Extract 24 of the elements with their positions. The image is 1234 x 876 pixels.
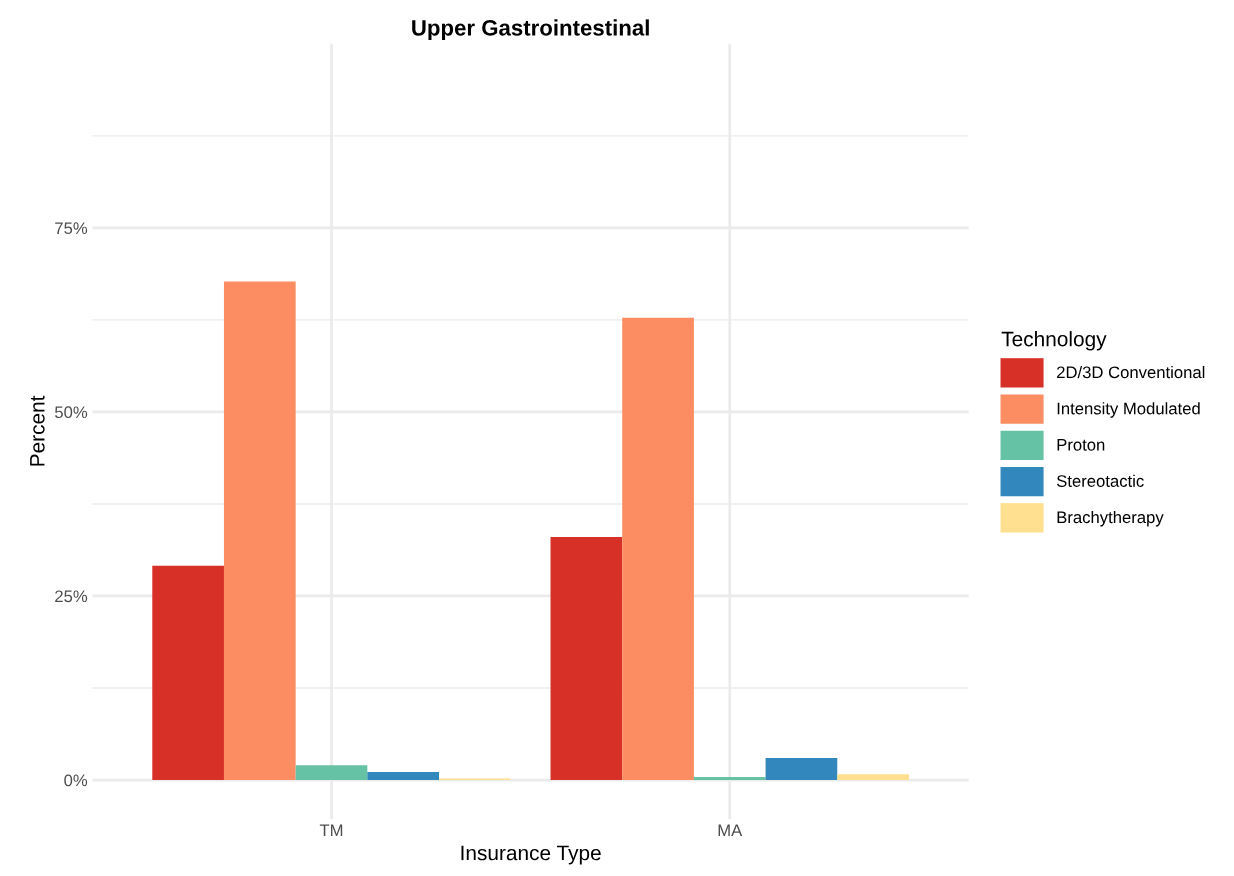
x-axis-title: Insurance Type [461, 845, 601, 865]
bar [550, 537, 623, 781]
bar [693, 777, 766, 781]
legend-label: Intensity Modulated [1057, 402, 1200, 418]
y-tick-label: 50% [55, 406, 88, 419]
bar [295, 765, 368, 781]
x-tick-label: TM [319, 824, 343, 836]
legend-label: Proton [1057, 439, 1105, 451]
y-tick-label: 75% [55, 222, 88, 235]
bar [152, 565, 224, 781]
legend-label: Brachytherapy [1057, 510, 1164, 527]
legend-label: 2D/3D Conventional [1057, 365, 1205, 379]
bar [223, 281, 296, 781]
y-tick-label: 0% [64, 774, 88, 787]
bar [765, 757, 838, 781]
bar [367, 771, 440, 781]
y-axis-title: Percent [30, 395, 45, 466]
y-tick-label: 25% [55, 590, 88, 603]
x-tick-label: MA [718, 824, 743, 836]
legend-title: Technology [1001, 331, 1107, 351]
bar [837, 774, 909, 781]
chart-title: Upper Gastrointestinal [412, 19, 649, 41]
bar [622, 317, 694, 781]
legend-label: Stereotactic [1056, 474, 1144, 487]
